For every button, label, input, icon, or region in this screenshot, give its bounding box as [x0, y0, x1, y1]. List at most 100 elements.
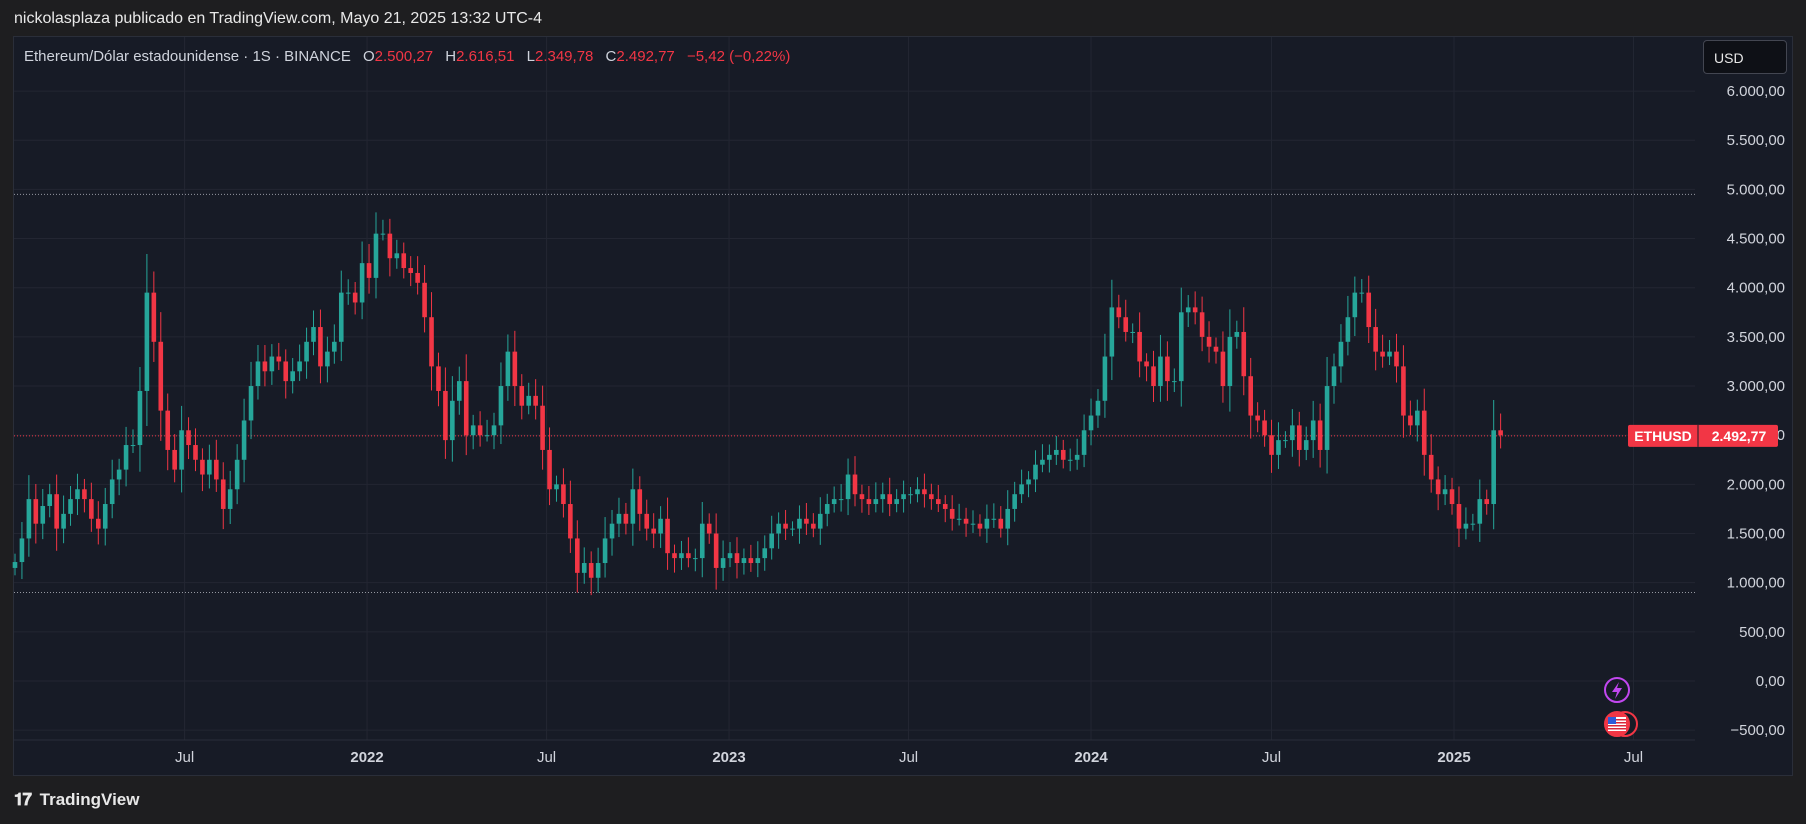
candle — [1047, 444, 1052, 473]
candle — [616, 497, 622, 538]
candle-body — [491, 425, 497, 436]
candle — [581, 547, 587, 584]
price-axis-label: 5.500,00 — [1727, 132, 1785, 149]
candle-body — [637, 489, 643, 514]
candle — [929, 483, 934, 510]
price-axis-label: 3.000,00 — [1727, 378, 1785, 395]
candle-body — [248, 386, 254, 421]
candle — [547, 427, 552, 506]
candle — [630, 468, 636, 546]
candle — [1248, 357, 1254, 439]
candle-body — [1206, 336, 1212, 347]
candle-body — [1067, 459, 1073, 461]
candle — [1019, 469, 1024, 504]
price-tag-symbol: ETHUSD — [1634, 428, 1692, 444]
open-value: 2.500,27 — [374, 48, 434, 65]
candle-body — [797, 518, 802, 529]
candle-body — [1116, 307, 1122, 318]
candle-body — [297, 361, 302, 372]
candle — [949, 495, 955, 531]
candle-body — [366, 263, 372, 278]
candle — [89, 482, 94, 532]
candle — [61, 495, 66, 544]
candle-body — [1040, 459, 1045, 465]
candle-body — [824, 504, 830, 514]
candle-body — [373, 233, 379, 278]
candle — [82, 478, 87, 513]
candle-body — [942, 504, 948, 509]
currency-button[interactable]: USD — [1703, 40, 1787, 74]
time-axis-label: Jul — [175, 749, 194, 766]
candle-body — [394, 253, 400, 259]
time-axis-label: Jul — [899, 749, 918, 766]
candle-body — [1276, 440, 1281, 455]
candle — [1380, 334, 1385, 368]
horizontal-levels — [14, 193, 1695, 594]
candle-body — [1352, 292, 1358, 318]
price-tag-value: 2.492,77 — [1712, 428, 1767, 444]
symbol-name[interactable]: Ethereum/Dólar estadounidense · 1S · BIN… — [24, 48, 351, 65]
candle-body — [95, 518, 101, 529]
candle-body — [644, 513, 650, 529]
low-label: L — [526, 48, 535, 65]
candle-body — [1303, 440, 1309, 450]
candle-body — [936, 499, 941, 505]
candle-body — [575, 538, 580, 573]
candle — [283, 349, 289, 399]
candle — [1144, 353, 1149, 382]
candle — [102, 487, 108, 546]
time-axis-label: 2024 — [1074, 749, 1108, 766]
candle-body — [220, 479, 226, 509]
candle — [1137, 312, 1142, 378]
candle — [1359, 279, 1365, 303]
candle — [505, 334, 511, 401]
candles — [12, 212, 1503, 596]
candle — [144, 253, 150, 427]
candle — [214, 439, 219, 492]
candle-body — [387, 233, 393, 259]
candle-body — [547, 449, 552, 490]
candle-body — [665, 518, 670, 554]
candle-body — [554, 484, 559, 490]
candle-body — [1373, 327, 1378, 352]
candle-body — [477, 425, 483, 436]
candle — [158, 312, 164, 441]
footer-brand[interactable]: 𝟏𝟕 TradingView — [14, 790, 139, 810]
candle-body — [1380, 351, 1385, 357]
candle — [1345, 295, 1351, 356]
last-price-tag: ETHUSD 2.492,77 — [1628, 424, 1778, 447]
candle — [332, 324, 337, 364]
candle-body — [158, 341, 164, 411]
tradingview-logo-icon: 𝟏𝟕 — [14, 790, 32, 809]
lightning-icon-bolt — [1612, 682, 1622, 699]
candle — [588, 551, 594, 596]
candle-body — [408, 268, 413, 273]
candle — [95, 501, 101, 545]
us-flag-event-icon[interactable] — [1604, 711, 1638, 737]
candle-body — [207, 459, 212, 475]
candle — [727, 542, 733, 568]
candle — [977, 514, 983, 537]
candle-body — [1415, 410, 1420, 426]
lightning-event-icon[interactable] — [1604, 677, 1630, 703]
candle-body — [1123, 317, 1129, 332]
candle — [873, 482, 879, 513]
candle-body — [12, 562, 18, 568]
price-axis-label: 5.000,00 — [1727, 181, 1785, 198]
candle — [26, 475, 32, 557]
candle — [741, 548, 747, 575]
candle — [1290, 409, 1295, 457]
candle-body — [1165, 356, 1170, 382]
candle — [1428, 434, 1434, 493]
candle — [755, 541, 761, 578]
candle-body — [658, 518, 663, 534]
candle-body — [1477, 499, 1483, 524]
candle — [845, 458, 851, 516]
chart-panel[interactable] — [13, 36, 1793, 776]
candle-body — [283, 361, 289, 382]
candle — [1484, 489, 1490, 515]
candle — [679, 540, 684, 570]
candle — [241, 398, 247, 483]
candle — [1060, 439, 1066, 469]
